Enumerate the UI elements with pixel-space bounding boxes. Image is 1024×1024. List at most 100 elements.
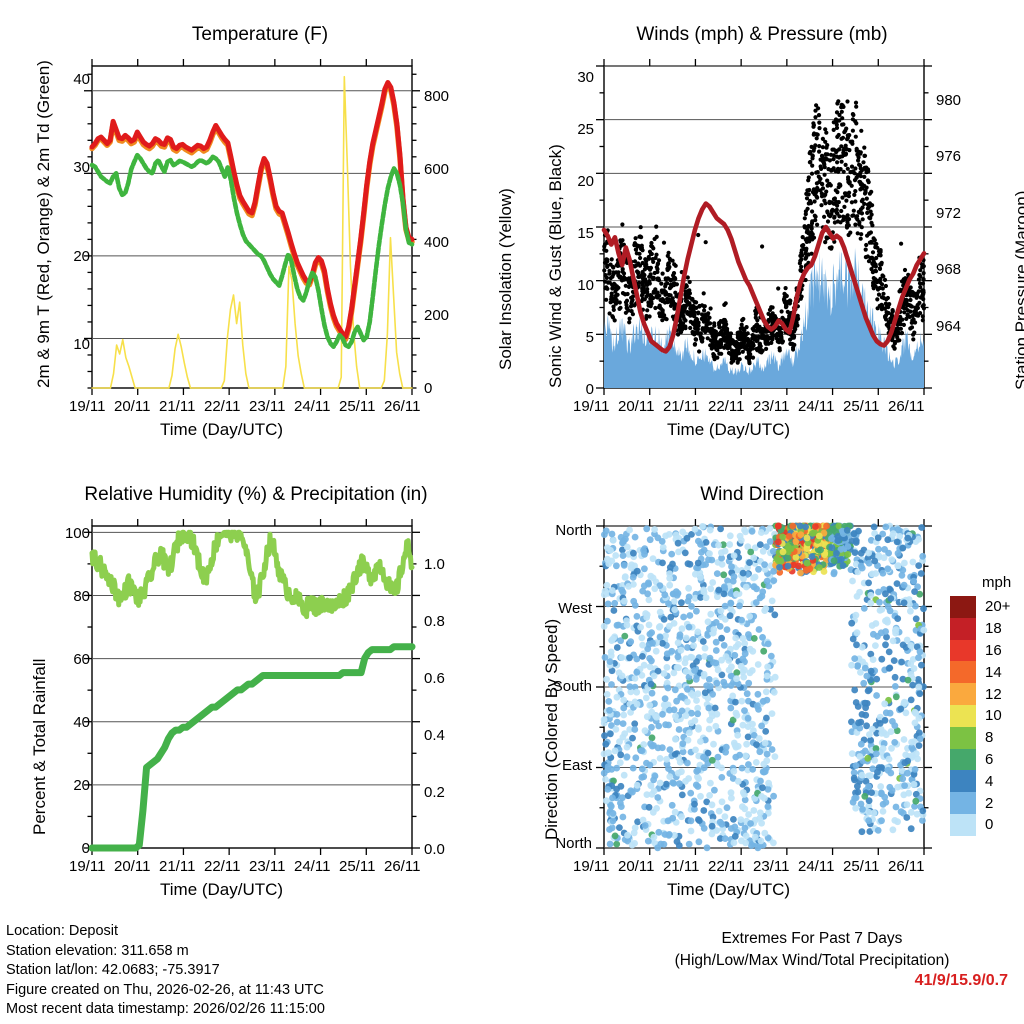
legend-row: 10 [950,704,1010,727]
legend-row: 8 [950,726,1010,749]
temperature-xtick-2: 21/11 [159,398,196,415]
humidity-y2tick-0-8: 0.8 [424,613,445,630]
legend-label: 4 [985,772,994,790]
wind-direction-xtick-2: 21/11 [663,858,700,875]
station-metadata-block: Location: Deposit Station elevation: 311… [6,922,325,1020]
temperature-plot-area [84,59,420,395]
legend-color-swatch [950,617,976,640]
wind-direction-x-axis-label: Time (Day/UTC) [667,880,791,899]
wind-speed-color-legend: 20+ 18 16 14 12 10 8 6 4 2 0 [950,596,1010,836]
temperature-ytick-20: 20 [73,248,90,265]
winds-xtick-0: 19/11 [573,398,610,415]
legend-row: 4 [950,770,1010,793]
winds-ytick-20: 20 [577,173,594,190]
footer-elevation: Station elevation: 311.658 m [6,942,189,959]
winds-chart-panel: Winds (mph) & Pressure (mb) Sonic Wind &… [512,0,1024,460]
winds-xtick-3: 22/11 [708,398,745,415]
humidity-xtick-0: 19/11 [69,858,106,875]
humidity-ytick-60: 60 [73,651,90,668]
temperature-y2tick-200: 200 [424,307,450,324]
wind-direction-ytick-south: South [552,678,592,695]
wind-direction-xtick-0: 19/11 [573,858,610,875]
extremes-summary-block: Extremes For Past 7 Days (High/Low/Max W… [604,928,1020,990]
winds-y2tick-968: 968 [936,261,962,278]
humidity-y2tick-0-4: 0.4 [424,727,445,744]
temperature-y-axis-label: 2m & 9m T (Red, Orange) & 2m Td (Green) [34,60,53,388]
humidity-ytick-100: 100 [64,525,90,542]
legend-row: 6 [950,748,1010,771]
humidity-xtick-2: 21/11 [159,858,196,875]
legend-row: 18 [950,617,1010,640]
legend-label: 2 [985,794,994,812]
wind-direction-xtick-5: 24/11 [798,858,835,875]
humidity-y2tick-0-2: 0.2 [424,784,445,801]
legend-label: 16 [985,641,1002,659]
winds-y2-axis-label: Station Pressure (Maroon) [1012,190,1024,390]
temperature-y2tick-800: 800 [424,88,450,105]
legend-label: 20+ [985,598,1011,616]
winds-ytick-0: 0 [585,381,594,398]
wind-direction-ytick-north-bottom: North [555,835,592,852]
wind-direction-ytick-east: East [561,757,592,774]
legend-color-swatch [950,726,976,749]
legend-color-swatch [950,792,976,814]
humidity-y2tick-0-0: 0.0 [424,841,445,858]
wind-direction-xtick-1: 20/11 [618,858,655,875]
humidity-ytick-40: 40 [73,714,90,731]
humidity-xtick-6: 25/11 [339,858,376,875]
winds-y2tick-964: 964 [936,318,962,335]
winds-xtick-2: 21/11 [663,398,700,415]
legend-title: mph [982,574,1012,591]
winds-xtick-1: 20/11 [618,398,655,415]
legend-color-swatch [950,661,976,684]
legend-label: 8 [985,729,994,747]
temperature-ytick-30: 30 [73,159,90,176]
humidity-ytick-20: 20 [73,777,90,794]
wind-direction-chart-panel: Wind Direction Direction (Colored By Spe… [512,460,1024,920]
legend-color-swatch [950,704,976,727]
winds-xtick-5: 24/11 [798,398,835,415]
wind-direction-xtick-6: 25/11 [843,858,880,875]
legend-color-swatch [950,813,976,836]
temperature-y2tick-0: 0 [424,380,433,397]
legend-label: 18 [985,620,1002,638]
humidity-ytick-0: 0 [81,840,90,857]
humidity-x-axis-label: Time (Day/UTC) [160,880,284,899]
wind-direction-ytick-north-top: North [555,522,592,539]
legend-color-swatch [950,770,976,793]
legend-label: 0 [985,816,994,834]
humidity-y2tick-0-6: 0.6 [424,670,445,687]
temperature-xtick-0: 19/11 [69,398,106,415]
humidity-y2tick-1-0: 1.0 [424,556,445,573]
humidity-ytick-80: 80 [73,588,90,605]
temperature-xtick-4: 23/11 [249,398,286,415]
winds-y2tick-976: 976 [936,148,962,165]
legend-label: 6 [985,750,994,768]
humidity-xtick-4: 23/11 [249,858,286,875]
winds-ytick-30: 30 [577,69,594,86]
wind-direction-xtick-4: 23/11 [753,858,790,875]
extremes-title: Extremes For Past 7 Days [721,930,903,947]
legend-color-swatch [950,639,976,662]
winds-ytick-15: 15 [577,225,594,242]
temperature-xtick-3: 22/11 [204,398,241,415]
legend-row: 16 [950,639,1010,662]
humidity-xtick-3: 22/11 [204,858,241,875]
winds-x-axis-label: Time (Day/UTC) [667,420,791,439]
legend-color-swatch [950,748,976,771]
legend-row: 0 [950,813,1010,836]
temperature-xtick-6: 25/11 [339,398,376,415]
temperature-ytick-40: 40 [73,71,90,88]
footer-location: Location: Deposit [6,923,119,939]
wind-direction-ytick-west: West [558,600,592,617]
legend-label: 10 [985,707,1002,725]
temperature-ytick-10: 10 [73,336,90,353]
humidity-xtick-5: 24/11 [294,858,331,875]
footer-created: Figure created on Thu, 2026-02-26, at 11… [6,981,324,998]
winds-xtick-4: 23/11 [753,398,790,415]
winds-xtick-6: 25/11 [843,398,880,415]
temperature-xtick-7: 26/11 [384,398,421,415]
humidity-chart-title: Relative Humidity (%) & Precipitation (i… [84,484,428,505]
temperature-xtick-1: 20/11 [114,398,151,415]
humidity-xtick-7: 26/11 [384,858,421,875]
